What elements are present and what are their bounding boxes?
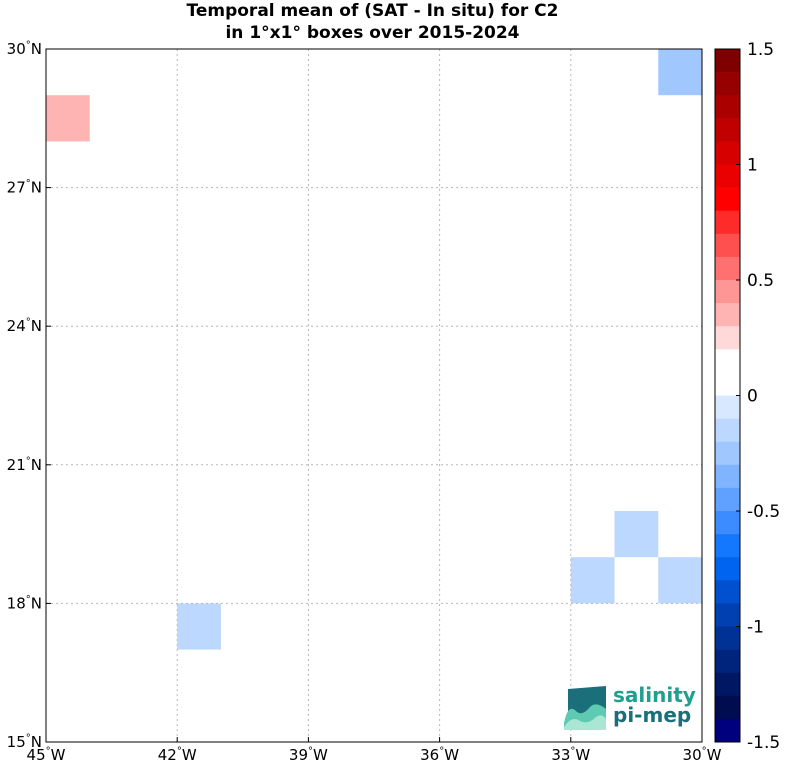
x-tick-label: 39°W <box>289 746 328 763</box>
y-tick-label: 15°N <box>7 733 42 751</box>
chart-title-line1: Temporal mean of (SAT - In situ) for C2 <box>186 1 559 21</box>
y-tick-label: 30°N <box>7 40 42 58</box>
colorbar-tick-label: 1 <box>747 156 758 176</box>
y-tick-label: 27°N <box>7 179 42 197</box>
plot-frame <box>45 48 703 743</box>
colorbar-segment <box>715 718 740 743</box>
colorbar-segment <box>715 187 740 211</box>
colorbar-segment <box>715 303 740 327</box>
colorbar-segment <box>715 695 740 720</box>
data-cell <box>177 603 221 650</box>
logo-text-pi-mep: pi-mep <box>613 703 692 727</box>
x-tick-label: 36°W <box>420 746 459 763</box>
colorbar-segment <box>715 580 740 604</box>
colorbar-segment <box>715 118 740 142</box>
colorbar-segment <box>715 441 740 466</box>
data-cell <box>308 49 353 96</box>
data-cell <box>483 372 528 419</box>
logo-text-salinity: salinity <box>613 683 696 707</box>
data-cells <box>46 49 702 650</box>
data-cell <box>614 511 659 558</box>
colorbar-segment <box>715 95 740 119</box>
colorbar-segment <box>715 534 740 558</box>
colorbar-tick-label: 1.5 <box>747 40 774 60</box>
colorbar-tick-label: -1.5 <box>747 733 780 753</box>
x-tick-label: 45°W <box>27 746 66 763</box>
salinity-pi-mep-logo: salinity pi-mep <box>562 683 702 733</box>
colorbar-segment <box>715 464 740 489</box>
colorbar-segment <box>715 72 740 96</box>
colorbar-segment <box>715 649 740 673</box>
colorbar-tick-label: 0 <box>747 387 758 407</box>
data-cell <box>89 326 134 373</box>
colorbar-segment <box>715 326 740 350</box>
colorbar: 1.5 1 0.5 0 -0.5 -1 -1.5 <box>714 40 780 753</box>
data-cell <box>46 95 90 142</box>
data-cell <box>658 49 702 96</box>
colorbar-segment <box>715 487 740 512</box>
data-cell <box>658 557 702 604</box>
colorbar-segment <box>715 49 740 73</box>
colorbar-segment <box>715 672 740 697</box>
data-cell <box>570 557 615 604</box>
data-cell <box>89 187 134 234</box>
logo-wave-icon <box>564 686 606 730</box>
gridlines <box>46 49 702 742</box>
chart-title: Temporal mean of (SAT - In situ) for C2 … <box>0 0 745 44</box>
y-tick-label: 21°N <box>7 456 42 474</box>
colorbar-segment <box>715 164 740 188</box>
colorbar-tick-label: -0.5 <box>747 502 780 522</box>
x-tick-label: 42°W <box>158 746 197 763</box>
colorbar-segment <box>715 233 740 258</box>
y-tick-label: 18°N <box>7 594 42 612</box>
y-axis-ticks: 30°N 27°N 24°N 21°N 18°N 15°N <box>7 40 51 751</box>
colorbar-segment <box>715 511 740 535</box>
x-axis-ticks: 45°W 42°W 39°W 36°W 33°W 30°W <box>27 737 722 763</box>
colorbar-segment <box>715 141 740 165</box>
x-tick-label: 30°W <box>683 746 722 763</box>
x-tick-label: 33°W <box>551 746 590 763</box>
colorbar-segment <box>715 210 740 235</box>
colorbar-tick-label: 0.5 <box>747 271 774 291</box>
colorbar-segment <box>715 626 740 650</box>
colorbar-segment <box>715 418 740 442</box>
colorbar-segment <box>715 372 740 396</box>
chart-title-line2: in 1°x1° boxes over 2015-2024 <box>225 23 520 43</box>
colorbar-segment <box>715 395 740 419</box>
colorbar-segment <box>715 349 740 373</box>
colorbar-tick-label: -1 <box>747 618 764 638</box>
colorbar-segment <box>715 603 740 627</box>
colorbar-segment <box>715 256 740 281</box>
colorbar-segment <box>715 557 740 581</box>
colorbar-segment <box>715 280 740 304</box>
y-tick-label: 24°N <box>7 317 42 335</box>
